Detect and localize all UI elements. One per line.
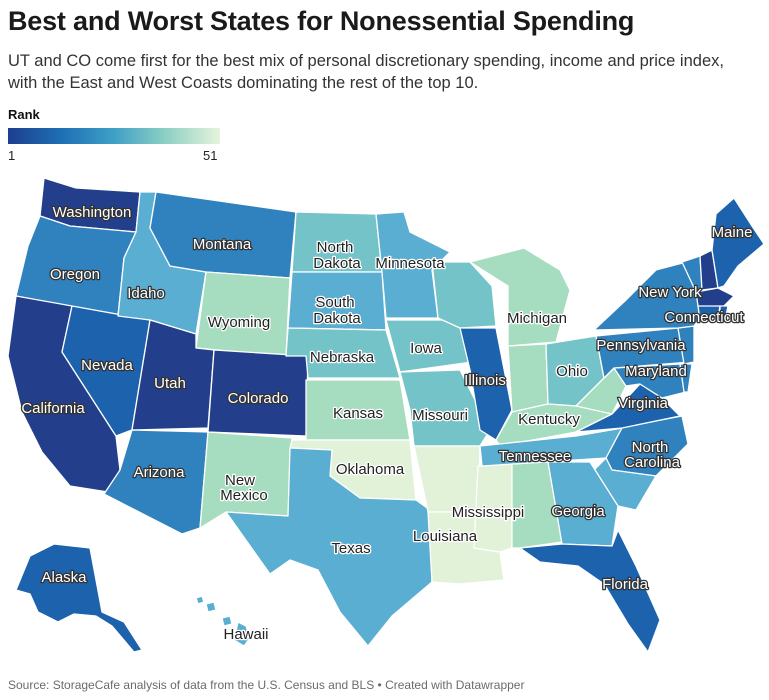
label-hawaii: Hawaii <box>223 626 268 643</box>
label-texas: Texas <box>331 540 370 557</box>
label-north-carolina-2: Carolina <box>624 454 681 471</box>
label-maryland: Maryland <box>625 363 687 380</box>
label-oklahoma: Oklahoma <box>336 461 405 478</box>
legend-title: Rank <box>8 107 40 122</box>
state-nebraska[interactable] <box>285 327 401 379</box>
label-california: California <box>21 400 85 417</box>
label-nebraska: Nebraska <box>310 349 375 366</box>
label-utah: Utah <box>154 375 186 392</box>
state-hawaii-kauai[interactable] <box>195 595 205 605</box>
state-arizona[interactable] <box>103 429 209 535</box>
state-rhode-island[interactable] <box>719 305 729 319</box>
label-michigan: Michigan <box>507 310 567 327</box>
label-new-york: New York <box>638 284 702 301</box>
state-georgia[interactable] <box>547 461 619 547</box>
state-alaska[interactable] <box>15 543 143 653</box>
label-north-carolina-1: North <box>632 439 669 456</box>
label-colorado: Colorado <box>228 390 289 407</box>
source-note: Source: StorageCafe analysis of data fro… <box>8 678 525 692</box>
label-tennessee: Tennessee <box>499 448 572 465</box>
label-mississippi: Mississippi <box>452 504 525 521</box>
label-missouri: Missouri <box>412 407 468 424</box>
label-south-dakota-2: Dakota <box>313 310 361 327</box>
state-labels: Washington Oregon California Nevada Idah… <box>20 203 754 645</box>
state-hawaii-oahu[interactable] <box>205 601 217 613</box>
label-pennsylvania: Pennsylvania <box>596 337 686 354</box>
label-iowa: Iowa <box>410 340 442 357</box>
label-alaska: Alaska <box>41 569 87 586</box>
state-hawaii-maui[interactable] <box>221 615 233 627</box>
state-michigan[interactable] <box>469 247 571 347</box>
label-maine: Maine <box>712 224 753 241</box>
state-massachusetts[interactable] <box>695 287 735 309</box>
state-delaware[interactable] <box>679 363 693 393</box>
state-shapes <box>7 177 765 653</box>
state-maine[interactable] <box>711 197 765 289</box>
legend-color-scale <box>8 128 220 144</box>
label-arizona: Arizona <box>134 464 186 481</box>
chart-subtitle: UT and CO come first for the best mix of… <box>8 52 724 92</box>
label-virginia: Virginia <box>618 395 668 412</box>
state-pennsylvania[interactable] <box>595 327 691 379</box>
label-nevada: Nevada <box>81 357 133 374</box>
label-montana: Montana <box>193 236 252 253</box>
label-kansas: Kansas <box>333 405 383 422</box>
state-hawaii-main[interactable] <box>233 621 251 647</box>
state-florida[interactable] <box>519 529 661 653</box>
label-north-dakota-1: North <box>317 239 354 256</box>
label-illinois: Illinois <box>464 372 506 389</box>
state-minnesota[interactable] <box>375 211 451 319</box>
label-minnesota: Minnesota <box>375 255 445 272</box>
label-connecticut: Connecticut <box>664 309 744 326</box>
label-ohio: Ohio <box>556 363 588 380</box>
label-idaho: Idaho <box>127 285 165 302</box>
state-connecticut[interactable] <box>697 305 721 321</box>
label-south-dakota-1: South <box>315 294 354 311</box>
label-oregon: Oregon <box>50 266 100 283</box>
label-kentucky: Kentucky <box>518 411 580 428</box>
chart-title: Best and Worst States for Nonessential S… <box>8 6 635 36</box>
label-new-mexico-1: New <box>225 472 255 489</box>
label-new-mexico-2: Mexico <box>220 487 268 504</box>
state-indiana[interactable] <box>507 343 549 413</box>
label-wyoming: Wyoming <box>208 314 270 331</box>
legend-max-label: 51 <box>203 148 218 163</box>
label-georgia: Georgia <box>551 503 605 520</box>
state-texas[interactable] <box>225 447 433 647</box>
label-washington: Washington <box>53 204 132 221</box>
label-north-dakota-2: Dakota <box>313 255 361 272</box>
state-montana[interactable] <box>149 191 297 279</box>
state-arkansas[interactable] <box>413 445 481 513</box>
label-florida: Florida <box>602 576 649 593</box>
legend-min-label: 1 <box>8 148 16 163</box>
label-louisiana: Louisiana <box>413 528 478 545</box>
